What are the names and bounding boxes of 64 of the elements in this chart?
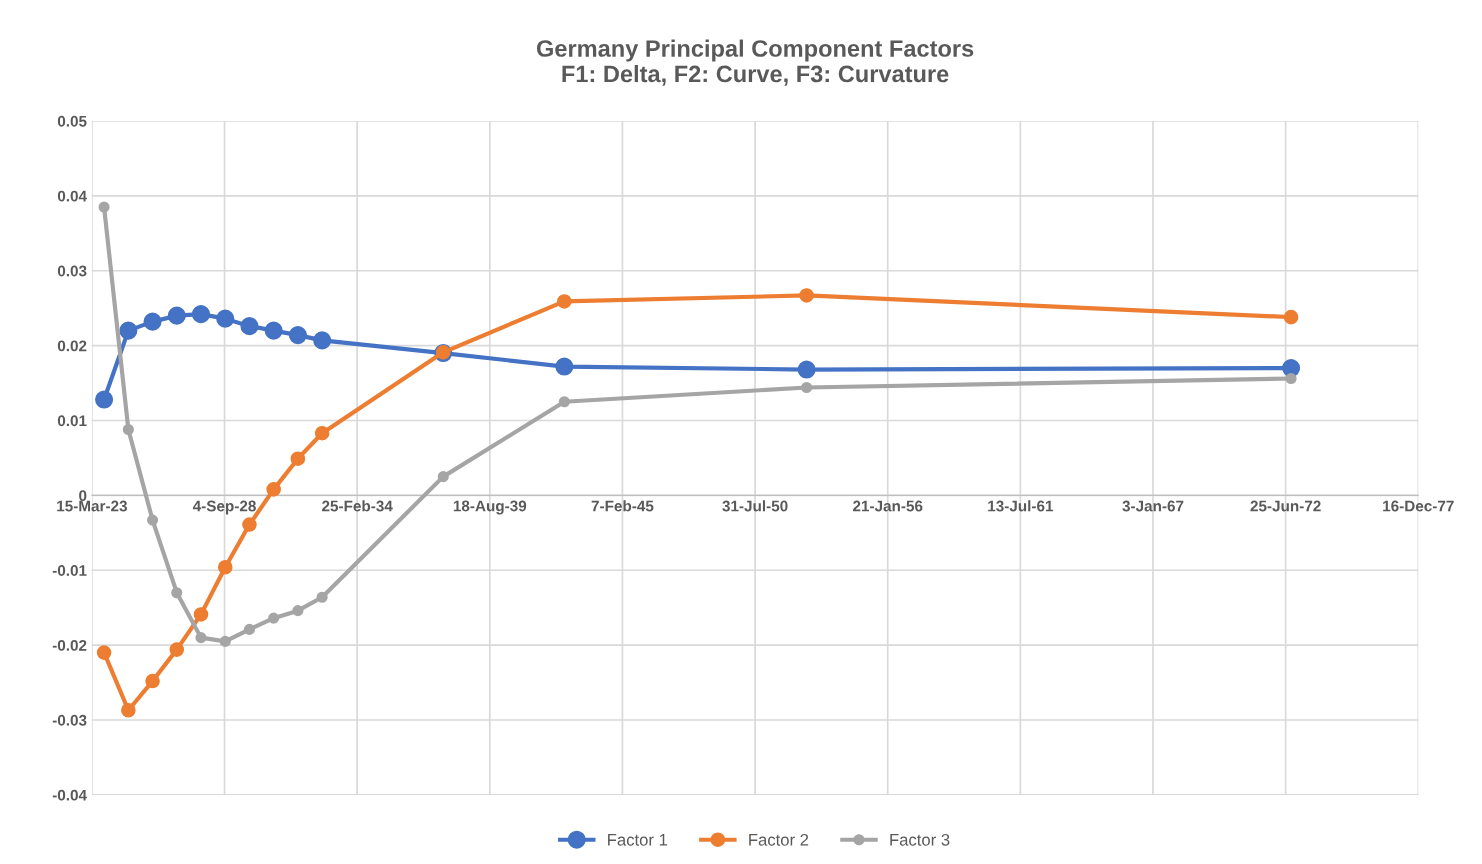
point [290,451,306,466]
x-tick-label: 25-Feb-34 [322,500,393,512]
y-tick-label: -0.01 [52,565,87,576]
chart-title: Germany Principal Component Factors F1: Delta, F2: Curve, F3: Curvature [536,39,974,86]
point [558,396,570,408]
point [797,360,816,379]
point [313,331,332,350]
x-tick-label: 7-Feb-45 [591,500,654,512]
point [240,317,259,336]
point [316,591,328,603]
x-tick-label: 3-Jan-67 [1122,500,1184,512]
point [216,309,235,328]
x-tick-label: 18-Aug-39 [453,500,527,515]
point [314,425,330,441]
x-tick-label: 4-Sep-28 [192,500,256,515]
legend-label: Factor 3 [890,833,950,846]
point [121,702,136,718]
y-tick-label: 0.03 [57,265,87,277]
x-tick-label: 25-Jun-72 [1250,500,1321,512]
y-tick-label: -0.04 [52,789,87,801]
y-tick-label: 0.04 [57,190,87,202]
x-tick-label: 31-Jul-50 [722,500,788,512]
y-tick-label: 0.01 [57,415,87,427]
point [437,471,449,483]
y-tick-label: 0.05 [57,115,87,127]
point [167,306,186,325]
y-tick-label: -0.02 [52,639,87,651]
point [217,559,233,575]
point [96,645,112,660]
point [557,294,572,309]
point [801,381,813,394]
point [191,305,211,324]
point [219,635,231,647]
point [122,423,134,436]
point [95,390,114,409]
point [555,357,574,376]
x-tick-label: 16-Dec-77 [1383,500,1454,512]
y-tick-label: 0.02 [57,340,87,352]
point [268,612,280,624]
point [195,632,207,644]
x-tick-label: 21-Jan-56 [853,500,923,512]
point [147,514,159,526]
point [98,201,110,213]
point [288,326,307,345]
point [799,288,814,303]
legend-label: Factor 1 [608,834,668,846]
point [292,605,304,617]
point [1283,309,1299,325]
point [1285,372,1297,385]
point [169,642,185,657]
point [242,517,257,532]
y-tick-label: 0 [79,490,87,502]
x-tick-label: 15-Mar-23 [57,500,127,512]
point [264,321,283,340]
point [145,673,160,689]
point [171,587,183,599]
legend-label: Factor 2 [749,833,809,846]
point [266,482,281,497]
x-tick-label: 13-Jul-61 [988,500,1054,512]
point [119,321,138,340]
point [143,312,162,331]
point [193,607,209,622]
point [243,623,256,635]
y-tick-label: -0.03 [52,714,87,726]
